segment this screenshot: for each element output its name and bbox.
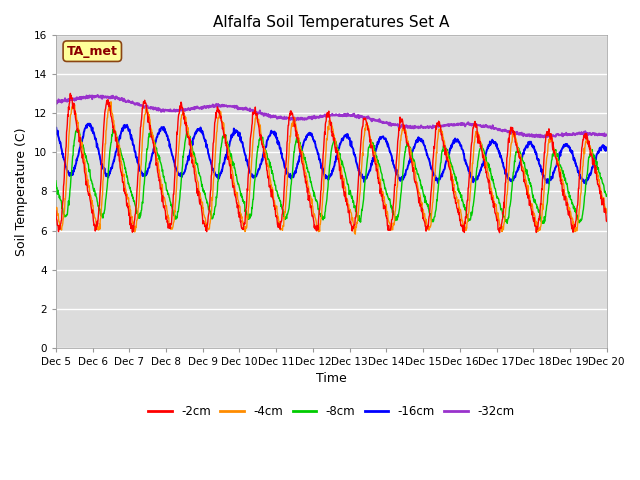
X-axis label: Time: Time bbox=[316, 372, 347, 385]
Legend: -2cm, -4cm, -8cm, -16cm, -32cm: -2cm, -4cm, -8cm, -16cm, -32cm bbox=[143, 400, 519, 423]
Y-axis label: Soil Temperature (C): Soil Temperature (C) bbox=[15, 127, 28, 256]
Title: Alfalfa Soil Temperatures Set A: Alfalfa Soil Temperatures Set A bbox=[213, 15, 449, 30]
Text: TA_met: TA_met bbox=[67, 45, 118, 58]
